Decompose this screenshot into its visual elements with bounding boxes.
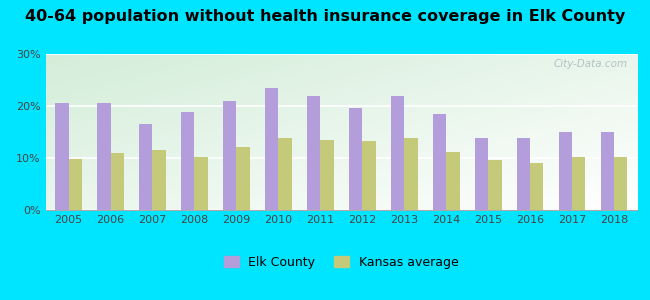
- Bar: [153, 150, 166, 210]
- Bar: [433, 114, 446, 210]
- Text: 40-64 population without health insurance coverage in Elk County: 40-64 population without health insuranc…: [25, 9, 625, 24]
- Bar: [349, 108, 362, 210]
- Bar: [223, 101, 237, 210]
- Bar: [446, 152, 460, 210]
- Bar: [517, 138, 530, 210]
- Bar: [488, 160, 502, 210]
- Bar: [97, 103, 110, 210]
- Bar: [391, 96, 404, 210]
- Bar: [558, 132, 572, 210]
- Bar: [265, 88, 278, 210]
- Legend: Elk County, Kansas average: Elk County, Kansas average: [218, 251, 464, 274]
- Bar: [614, 157, 627, 210]
- Bar: [362, 141, 376, 210]
- Bar: [572, 158, 586, 210]
- Bar: [404, 138, 417, 210]
- Bar: [320, 140, 333, 210]
- Bar: [68, 158, 82, 210]
- Bar: [194, 157, 208, 210]
- Bar: [55, 103, 68, 210]
- Bar: [237, 147, 250, 210]
- Bar: [307, 96, 320, 210]
- Bar: [181, 112, 194, 210]
- Bar: [474, 138, 488, 210]
- Bar: [601, 132, 614, 210]
- Bar: [139, 124, 153, 210]
- Bar: [111, 153, 124, 210]
- Bar: [530, 163, 543, 210]
- Bar: [278, 138, 292, 210]
- Text: City-Data.com: City-Data.com: [554, 59, 628, 69]
